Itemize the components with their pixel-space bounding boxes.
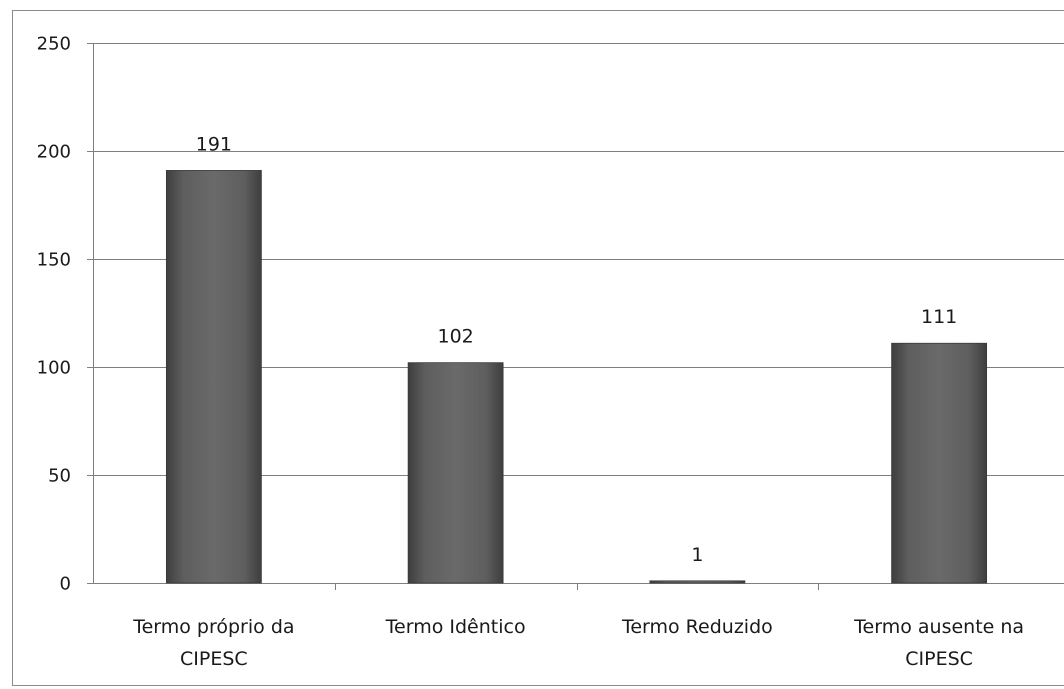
bar [649, 580, 746, 584]
bar [891, 342, 988, 584]
x-category-label: Termo Idêntico [385, 616, 526, 638]
data-label: 191 [196, 133, 232, 155]
x-category-label: Termo Reduzido [621, 616, 773, 638]
y-tick-label: 250 [37, 34, 71, 55]
data-label: 102 [437, 326, 473, 348]
y-tick-label: 100 [37, 358, 71, 379]
labels: 0 50 100 150 200 250 191 Termo próprio da CIPESC… [37, 34, 1024, 671]
bar [407, 362, 504, 584]
y-tick-label: 150 [37, 250, 71, 271]
y-tick-label: 50 [48, 466, 71, 487]
x-category-label: Termo próprio da CIPESC [132, 616, 294, 670]
y-tick-label: 200 [37, 142, 71, 163]
bars [165, 170, 988, 584]
data-label: 1 [691, 544, 703, 566]
x-category-label: Termo ausente na CIPESC [853, 616, 1024, 670]
bar [165, 170, 262, 584]
axes [87, 43, 1064, 590]
y-tick-label: 0 [60, 574, 71, 595]
data-label: 111 [921, 306, 957, 328]
